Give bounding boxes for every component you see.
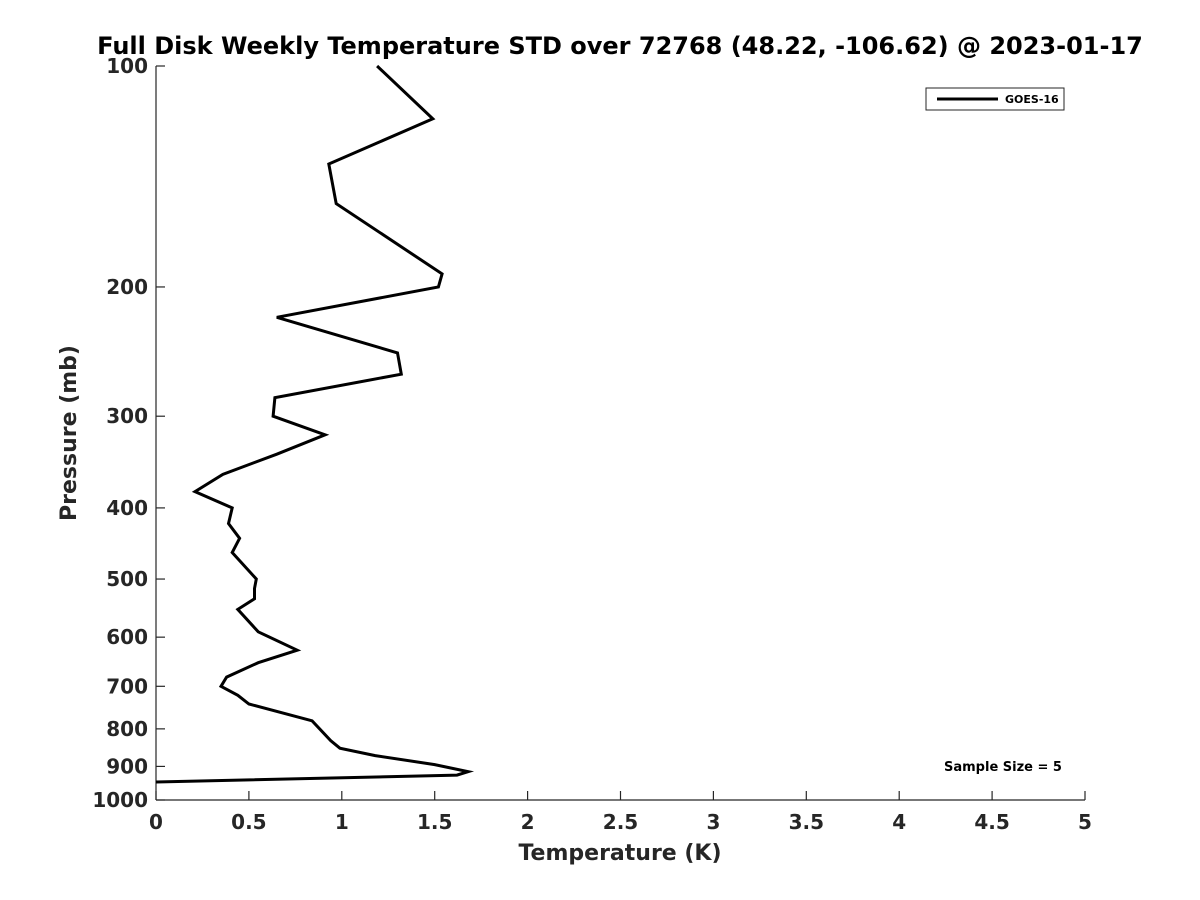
x-tick-label: 4 bbox=[892, 810, 906, 834]
legend: GOES-16 bbox=[925, 87, 1065, 111]
y-tick-label: 200 bbox=[106, 275, 148, 299]
x-tick-label: 4.5 bbox=[974, 810, 1009, 834]
x-tick-label: 0.5 bbox=[231, 810, 266, 834]
y-tick-label: 500 bbox=[106, 567, 148, 591]
y-axis-ticks: 100 200 300 400 500 600 700 800 900 1000 bbox=[92, 54, 165, 812]
x-tick-label: 1 bbox=[335, 810, 349, 834]
series-line-goes-16 bbox=[155, 64, 475, 784]
x-tick-label: 1.5 bbox=[417, 810, 452, 834]
x-tick-label: 5 bbox=[1078, 810, 1092, 834]
sample-size-annotation: Sample Size = 5 bbox=[944, 760, 1062, 775]
y-tick-label: 400 bbox=[106, 496, 148, 520]
y-tick-label: 800 bbox=[106, 717, 148, 741]
chart-title: Full Disk Weekly Temperature STD over 72… bbox=[97, 32, 1143, 60]
y-tick-label: 700 bbox=[106, 674, 148, 698]
legend-entry-goes-16: GOES-16 bbox=[1005, 93, 1059, 106]
x-tick-label: 3.5 bbox=[789, 810, 824, 834]
y-tick-label: 1000 bbox=[92, 788, 148, 812]
y-tick-label: 600 bbox=[106, 625, 148, 649]
x-tick-label: 2.5 bbox=[603, 810, 638, 834]
y-tick-label: 100 bbox=[106, 54, 148, 78]
x-tick-label: 3 bbox=[706, 810, 720, 834]
y-tick-label: 300 bbox=[106, 404, 148, 428]
y-axis-label: Pressure (mb) bbox=[57, 345, 82, 521]
x-tick-label: 2 bbox=[521, 810, 535, 834]
x-axis-ticks: 0 0.5 1 1.5 2 2.5 3 3.5 4 4.5 5 bbox=[149, 791, 1092, 834]
y-tick-label: 900 bbox=[106, 754, 148, 778]
plot-area bbox=[156, 66, 1085, 800]
x-tick-label: 0 bbox=[149, 810, 163, 834]
x-axis-label: Temperature (K) bbox=[518, 841, 721, 866]
